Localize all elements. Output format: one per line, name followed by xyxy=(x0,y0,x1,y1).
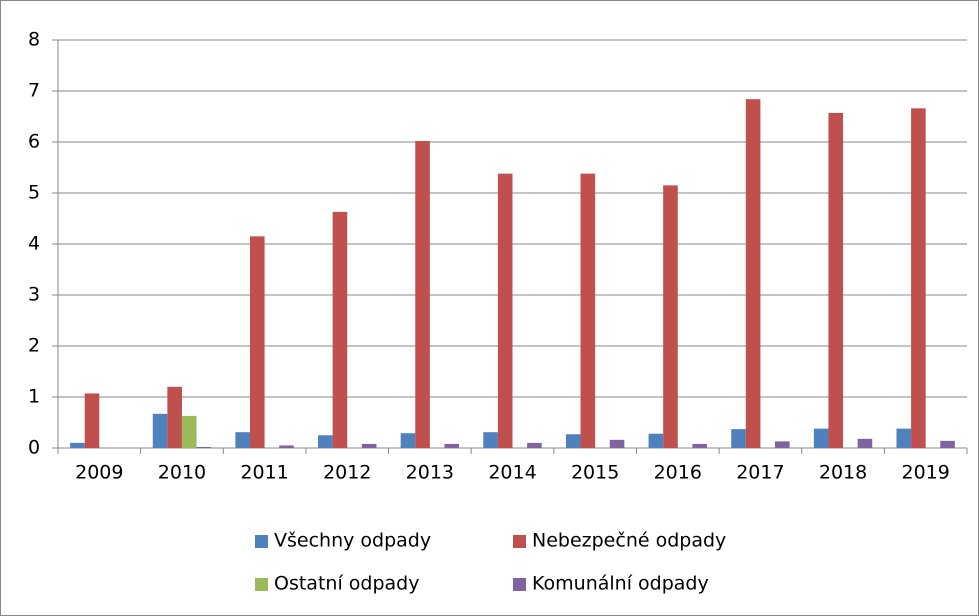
x-tick-label: 2010 xyxy=(158,462,206,484)
legend-swatch xyxy=(255,535,268,548)
bar xyxy=(940,440,955,448)
bar xyxy=(318,435,333,448)
bar xyxy=(483,432,498,448)
bar xyxy=(235,432,250,448)
y-tick-label: 7 xyxy=(28,80,40,102)
bar xyxy=(648,433,664,448)
bar xyxy=(896,428,912,448)
x-tick-label: 2013 xyxy=(406,462,454,484)
bar xyxy=(731,429,746,448)
bar xyxy=(565,434,581,448)
bar xyxy=(400,433,416,448)
bar xyxy=(828,112,844,449)
legend-label: Nebezpečné odpady xyxy=(532,530,726,552)
bar xyxy=(609,439,625,448)
x-tick-label: 2017 xyxy=(736,462,784,484)
bar xyxy=(181,415,197,448)
legend-label: Ostatní odpady xyxy=(274,573,419,595)
legend-label: Všechny odpady xyxy=(274,530,431,552)
legend-swatch xyxy=(513,535,526,548)
bar xyxy=(745,99,761,448)
y-tick-label: 2 xyxy=(28,335,40,357)
bar xyxy=(813,428,829,448)
x-tick-label: 2015 xyxy=(571,462,619,484)
y-tick-label: 4 xyxy=(28,233,40,255)
bar xyxy=(911,108,926,448)
y-tick-label: 8 xyxy=(28,29,40,51)
legend-swatch xyxy=(255,578,268,591)
bar xyxy=(332,211,348,448)
bar xyxy=(70,442,85,448)
x-tick-label: 2014 xyxy=(488,462,536,484)
y-tick-label: 1 xyxy=(28,386,40,408)
bar xyxy=(415,140,430,449)
bar xyxy=(361,443,377,448)
y-tick-label: 5 xyxy=(28,182,40,204)
bar xyxy=(249,236,265,448)
bar xyxy=(167,386,182,448)
bar xyxy=(857,438,873,448)
x-tick-label: 2012 xyxy=(323,462,371,484)
x-tick-label: 2018 xyxy=(819,462,867,484)
y-tick-label: 0 xyxy=(28,437,40,459)
bar xyxy=(196,446,212,448)
bar xyxy=(580,173,596,448)
legend-label: Komunální odpady xyxy=(532,573,709,595)
bar xyxy=(775,441,790,448)
bar xyxy=(663,185,678,448)
y-tick-label: 3 xyxy=(28,284,40,306)
bar xyxy=(527,442,542,448)
bar xyxy=(84,393,100,448)
bar xyxy=(279,445,294,448)
bar xyxy=(497,173,513,448)
x-tick-label: 2011 xyxy=(240,462,288,484)
bar xyxy=(152,413,168,448)
bar xyxy=(444,443,460,448)
x-tick-label: 2009 xyxy=(75,462,123,484)
legend-swatch xyxy=(513,578,526,591)
y-tick-label: 6 xyxy=(28,131,40,153)
x-tick-label: 2016 xyxy=(654,462,702,484)
bar xyxy=(692,443,707,448)
x-tick-label: 2019 xyxy=(902,462,950,484)
